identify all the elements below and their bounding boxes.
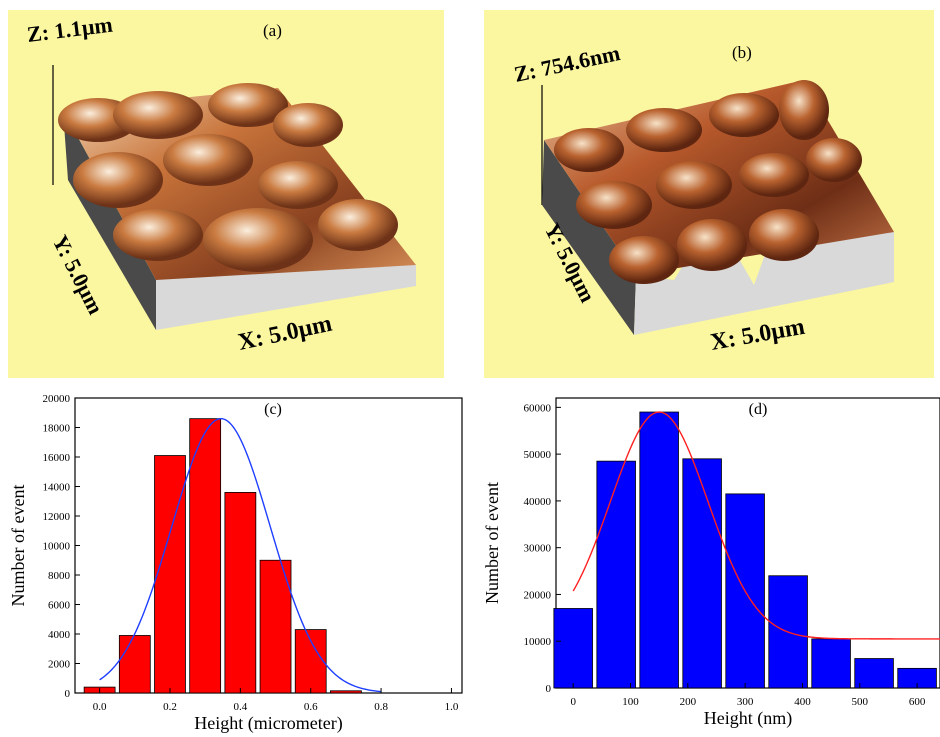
y-tick-label: 18000: [43, 423, 71, 435]
gaussian-fit-curve: [99, 417, 382, 693]
histogram-chart-c: 0.0 0.2 0.4 0.6 0.8 1.0 0 2000 4000 6000 8000 10000…: [8, 393, 463, 734]
gaussian-fit-curve: [572, 411, 940, 640]
z-axis-label: Z: 754.6nm: [512, 40, 622, 87]
x-tick-label: 0: [570, 696, 576, 708]
histogram-bar: [259, 559, 292, 694]
x-tick-label: 600: [909, 696, 926, 708]
y-tick-label: 14000: [43, 482, 71, 494]
y-axis-title: Number of event: [482, 482, 502, 604]
x-tick-label: 0.4: [233, 701, 247, 713]
x-tick-label: 0.8: [374, 701, 388, 713]
y-tick-label: 20000: [524, 589, 552, 601]
y-axis-label: Y: 5.0µm: [48, 231, 109, 318]
y-tick-label: 8000: [48, 570, 71, 582]
y-tick-label: 20000: [43, 393, 71, 405]
y-tick-label: 16000: [43, 452, 71, 464]
afm-panel-b: Z: 754.6nm (b) Y: 5.0µm X: 5.0µm: [484, 10, 934, 378]
y-tick-label: 60000: [524, 402, 552, 414]
histogram-bar: [553, 608, 593, 689]
afm-front-wall: [634, 202, 894, 335]
histogram-bar: [639, 411, 679, 689]
x-axis-label: X: 5.0µm: [709, 314, 807, 356]
afm-surface-b: Z: 754.6nm (b) Y: 5.0µm X: 5.0µm: [512, 40, 894, 356]
x-axis-title: Height (micrometer): [194, 713, 342, 734]
panel-label-b: (b): [732, 43, 752, 62]
y-tick-label: 6000: [48, 600, 71, 612]
histogram-bar: [811, 638, 851, 689]
y-tick-label: 10000: [43, 541, 71, 553]
afm-panel-a: Z: 1.1µm (a) Y: 5.0µm X: 5.0µm: [8, 10, 444, 378]
x-tick-label: 200: [680, 696, 697, 708]
y-tick-label: 0: [546, 683, 552, 695]
histogram-bar: [854, 658, 894, 689]
x-tick-label: 300: [737, 696, 754, 708]
panel-label-a: (a): [263, 21, 282, 40]
histogram-bar: [154, 455, 186, 694]
y-tick-label: 12000: [43, 511, 71, 523]
afm-side-wall: [542, 140, 636, 335]
histogram-bar: [118, 635, 151, 694]
y-axis-title: Number of event: [8, 485, 28, 607]
histogram-bar: [330, 690, 362, 694]
x-tick-label: 0.6: [304, 701, 318, 713]
panel-label: (d): [749, 401, 768, 418]
y-tick-label: 30000: [524, 543, 552, 555]
histogram-panel-d: 0 100 200 300 400 500 600 0 10000 20000 30000 40000…: [470, 385, 940, 737]
x-tick-label: 100: [622, 696, 639, 708]
y-tick-label: 40000: [524, 496, 552, 508]
y-tick-label: 10000: [524, 636, 552, 648]
x-axis-title: Height (nm): [704, 708, 792, 729]
afm-surface-a: Z: 1.1µm (a) Y: 5.0µm X: 5.0µm: [26, 12, 416, 356]
x-tick-label: 1.0: [445, 701, 459, 713]
afm-front-wall: [156, 260, 416, 330]
y-tick-label: 2000: [48, 659, 71, 671]
histogram-bar: [189, 418, 222, 694]
y-tick-label: 50000: [524, 449, 552, 461]
histogram-bar: [294, 629, 327, 694]
histogram-bar: [596, 460, 636, 689]
x-tick-label: 0.0: [93, 701, 107, 713]
histogram-bar: [682, 458, 722, 689]
panel-label: (c): [264, 401, 282, 418]
x-axis-label: X: 5.0µm: [236, 311, 334, 356]
x-tick-label: 500: [852, 696, 869, 708]
histogram-panel-c: 0.0 0.2 0.4 0.6 0.8 1.0 0 2000 4000 6000 8000 10000…: [0, 385, 470, 737]
y-tick-label: 4000: [48, 629, 71, 641]
histogram-bar: [224, 492, 257, 694]
x-tick-label: 0.2: [163, 701, 177, 713]
z-axis-label: Z: 1.1µm: [26, 12, 114, 47]
y-tick-label: 0: [65, 688, 71, 700]
histogram-chart-d: 0 100 200 300 400 500 600 0 10000 20000 30000 40000…: [482, 397, 940, 729]
x-tick-label: 400: [794, 696, 811, 708]
